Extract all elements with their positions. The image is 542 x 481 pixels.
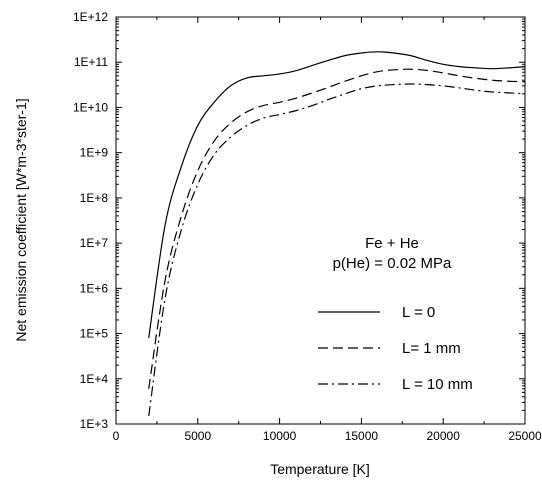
annotation-pressure: p(He) = 0.02 MPa xyxy=(333,255,452,272)
y-tick-label: 1E+12 xyxy=(73,10,108,24)
legend-label-2: L= 1 mm xyxy=(402,340,461,357)
legend: L = 0 L= 1 mm L = 10 mm xyxy=(318,304,473,393)
x-axis-title: Temperature [K] xyxy=(270,461,370,477)
legend-label-1: L = 0 xyxy=(402,304,435,321)
y-tick-label: 1E+8 xyxy=(80,191,109,205)
series-layer xyxy=(148,51,526,417)
y-tick-label: 1E+4 xyxy=(80,372,109,386)
y-tick-label: 1E+10 xyxy=(73,100,108,114)
y-tick-label: 1E+11 xyxy=(74,55,108,69)
x-tick-label: 5000 xyxy=(184,429,211,443)
x-tick-label: 10000 xyxy=(263,429,297,443)
series-line-1 xyxy=(148,51,526,339)
y-tick-label: 1E+3 xyxy=(80,417,109,431)
y-tick-label: 1E+7 xyxy=(80,236,109,250)
legend-label-3: L = 10 mm xyxy=(402,376,473,393)
x-tick-label: 0 xyxy=(113,429,120,443)
plot-frame xyxy=(115,16,526,425)
series-line-3 xyxy=(148,83,526,417)
x-tick-label: 25000 xyxy=(508,429,542,443)
x-tick-label: 15000 xyxy=(345,429,379,443)
annotation-system: Fe + He xyxy=(365,235,419,252)
x-tick-label: 20000 xyxy=(427,429,461,443)
series-line-2 xyxy=(148,68,526,389)
y-tick-label: 1E+9 xyxy=(80,146,109,160)
y-tick-label: 1E+5 xyxy=(80,327,109,341)
y-axis-title: Net emission coefficient [W*m-3*ster-1] xyxy=(13,98,29,341)
y-axis: 1E+3 1E+4 1E+5 1E+6 1E+7 1E+8 1E+9 1E+10 1E+11 1E… xyxy=(73,10,525,431)
y-tick-label: 1E+6 xyxy=(80,281,109,295)
x-axis: 0 5000 10000 15000 20000 25000 xyxy=(113,17,542,443)
